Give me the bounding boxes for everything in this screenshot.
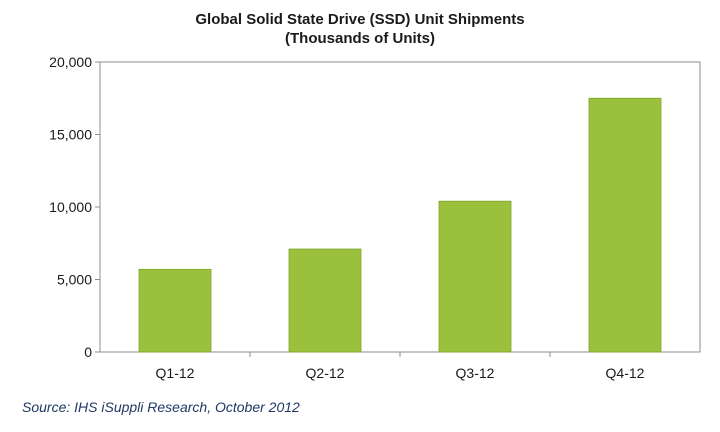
y-tick-label: 10,000: [49, 199, 92, 215]
bar: [288, 248, 362, 353]
bar: [438, 200, 512, 353]
x-tick-label: Q1-12: [156, 365, 195, 381]
x-tick-label: Q4-12: [606, 365, 645, 381]
chart-title-line: Global Solid State Drive (SSD) Unit Ship…: [195, 11, 525, 28]
y-tick-label: 20,000: [49, 54, 92, 70]
x-tick-label: Q2-12: [306, 365, 345, 381]
chart-subtitle: (Thousands of Units): [285, 30, 435, 47]
chart-title: Global Solid State Drive (SSD) Unit Ship…: [0, 10, 720, 48]
source-note: Source: IHS iSuppli Research, October 20…: [22, 399, 300, 415]
bar: [138, 268, 212, 353]
y-tick-label: 0: [84, 344, 92, 360]
y-tick-label: 5,000: [57, 272, 92, 288]
x-tick-label: Q3-12: [456, 365, 495, 381]
bar: [588, 97, 662, 353]
y-tick-label: 15,000: [49, 127, 92, 143]
